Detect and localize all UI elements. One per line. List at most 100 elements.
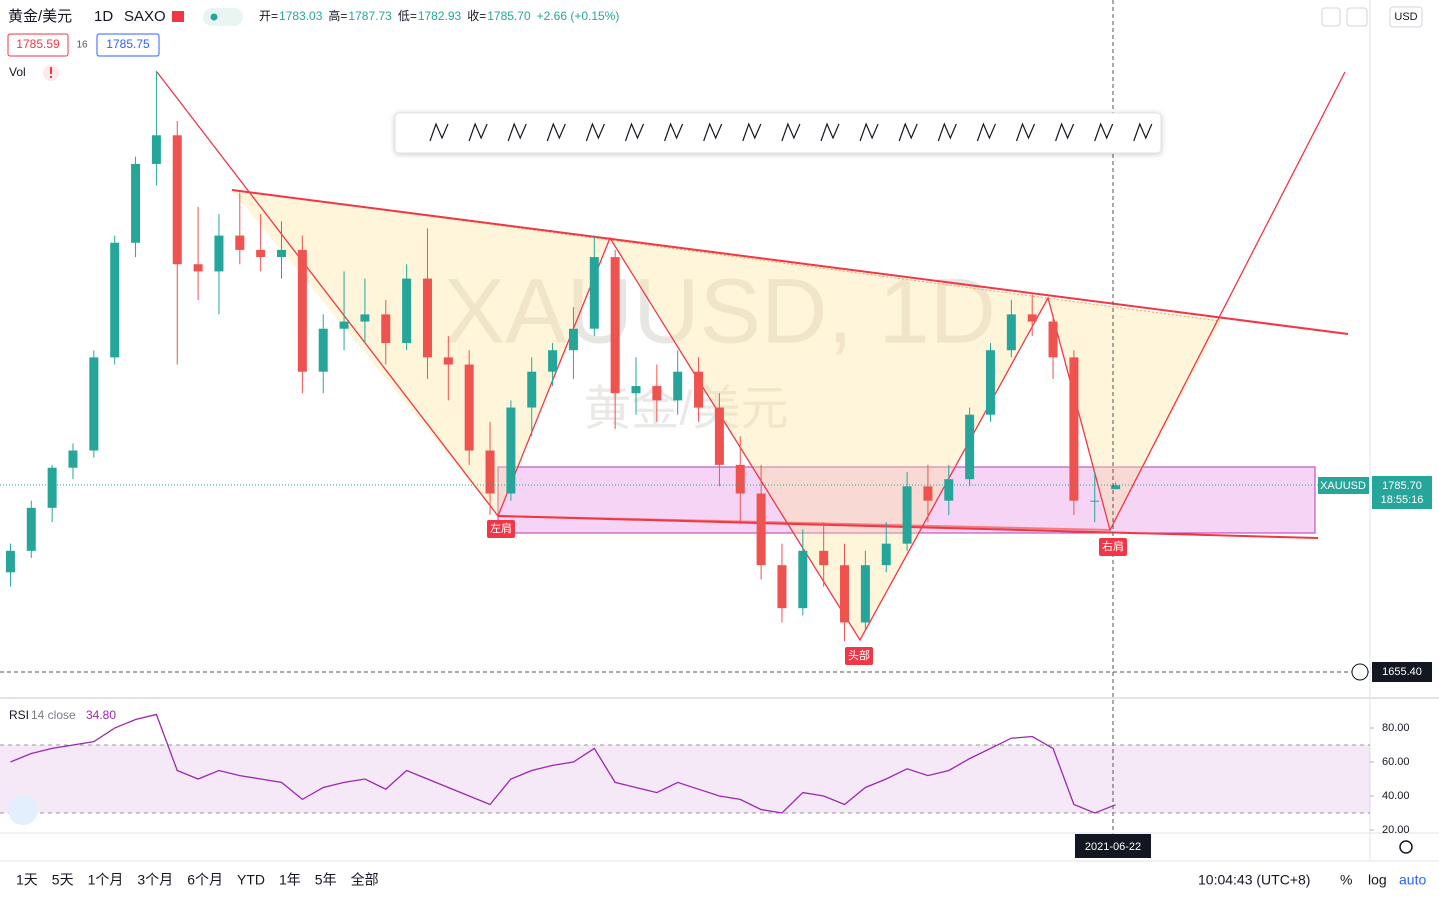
candle-body	[464, 364, 474, 451]
pattern-label: 头部	[848, 648, 870, 662]
range-button[interactable]: 1个月	[88, 872, 124, 888]
tool-icon[interactable]	[468, 122, 488, 142]
candle-body	[548, 350, 558, 372]
crosshair-date-tag	[1075, 834, 1151, 858]
tool-icon[interactable]	[898, 122, 918, 142]
tool-icon[interactable]	[976, 122, 996, 142]
flag-icon[interactable]	[172, 11, 184, 22]
rsi-last: 34.80	[86, 708, 116, 722]
tool-icon[interactable]	[507, 122, 527, 142]
ohlc-value: 1783.03	[279, 9, 323, 23]
pattern-label: 右肩	[1102, 539, 1124, 553]
candle-body	[694, 371, 704, 408]
log-toggle[interactable]: log	[1368, 872, 1387, 888]
candle-body	[68, 450, 78, 468]
pattern-fill	[610, 238, 1048, 640]
tool-icon[interactable]	[781, 122, 801, 142]
tool-icon[interactable]	[703, 122, 723, 142]
rsi-params: 14 close	[31, 708, 76, 722]
last-price: 1785.70	[1382, 480, 1422, 492]
candle-body	[5, 550, 15, 573]
candle-body	[256, 249, 266, 258]
range-button[interactable]: 1天	[16, 872, 38, 888]
ohlc-label: 低=	[398, 9, 417, 23]
candle-body	[840, 565, 850, 623]
candle-body	[965, 414, 975, 480]
candle-body	[151, 135, 161, 164]
candle-body	[923, 486, 933, 501]
candle-body	[589, 257, 599, 329]
candle-body	[777, 565, 787, 609]
tool-icon[interactable]	[742, 122, 762, 142]
candle-body	[527, 371, 537, 408]
tool-icon[interactable]	[624, 122, 645, 142]
tool-icon[interactable]	[1055, 122, 1075, 142]
tool-icon[interactable]	[859, 122, 879, 142]
candle-body	[89, 357, 99, 451]
candle-body	[1111, 485, 1121, 490]
percent-toggle[interactable]: %	[1340, 872, 1352, 888]
tool-icon[interactable]	[546, 122, 566, 142]
download-button[interactable]	[1321, 7, 1341, 27]
candles	[5, 70, 1121, 642]
candle-body	[610, 257, 620, 394]
candle-body	[214, 235, 224, 272]
bottom-bar: 1天 5天 1个月 3个月 6个月 YTD 1年 5年 全部 10:04:43 (UTC+8)% l…	[16, 872, 1426, 888]
range-button[interactable]: 5天	[52, 872, 74, 888]
range-button[interactable]: 全部	[351, 872, 379, 888]
rsi-tick-label: 60.00	[1382, 756, 1410, 768]
clock: 10:04:43 (UTC+8)	[1198, 872, 1310, 888]
candle-body	[277, 249, 287, 258]
candle-body	[360, 314, 370, 322]
auto-toggle[interactable]: auto	[1399, 872, 1426, 888]
add-alert-button[interactable]	[1351, 663, 1369, 681]
countdown: 18:55:16	[1381, 494, 1424, 506]
rsi-tick-label: 80.00	[1382, 722, 1410, 734]
tool-icon[interactable]	[585, 122, 605, 142]
candle-body	[714, 407, 724, 465]
tool-icon[interactable]	[664, 122, 684, 142]
ohlc-value: 1787.73	[348, 9, 392, 23]
crosshair-date: 2021-06-22	[1085, 841, 1141, 853]
rsi-line	[10, 713, 1116, 814]
candle-body	[1027, 314, 1037, 322]
ohlc-legend: 开= 1783.03 高= 1787.73 低= 1782.93 收= 1785.70 +2.6…	[259, 8, 619, 23]
neckline	[231, 189, 1349, 335]
candle-body	[131, 163, 141, 243]
candle-body	[1090, 500, 1100, 502]
tool-icon[interactable]	[429, 122, 449, 142]
range-button[interactable]: YTD	[237, 872, 265, 888]
tool-icon[interactable]	[1133, 122, 1153, 142]
symbol: 黄金/美元	[8, 8, 72, 25]
range-button[interactable]: 6个月	[187, 872, 223, 888]
candle-body	[422, 278, 432, 358]
candle-body	[110, 242, 120, 358]
status-dot	[210, 13, 218, 21]
fullscreen-button[interactable]	[1346, 7, 1368, 27]
ask-box[interactable]	[96, 33, 160, 57]
warning-glyph	[50, 67, 52, 74]
rsi-tick-label: 20.00	[1382, 824, 1410, 836]
tool-icon[interactable]	[820, 122, 840, 142]
symbol-tag	[1318, 477, 1369, 494]
candle-body	[339, 321, 349, 329]
crosshair-price: 1655.40	[1382, 666, 1422, 678]
tool-icon[interactable]	[1094, 122, 1114, 142]
status-pill[interactable]	[203, 8, 243, 26]
tool-icon[interactable]	[1015, 122, 1036, 142]
settings-button[interactable]	[1399, 840, 1413, 854]
candle-body	[485, 450, 495, 494]
logo-button[interactable]	[8, 795, 38, 825]
candle-body	[631, 386, 641, 394]
currency-button[interactable]	[1389, 6, 1423, 28]
bid-box[interactable]	[7, 33, 69, 57]
range-button[interactable]: 5年	[315, 872, 337, 888]
candle-body	[1006, 314, 1016, 351]
candle-body	[860, 565, 870, 623]
range-button[interactable]: 1年	[279, 872, 301, 888]
candle-body	[443, 357, 453, 365]
crosshair-price-tag	[1372, 662, 1432, 682]
range-button[interactable]: 3个月	[137, 872, 173, 888]
tool-icon[interactable]	[937, 122, 957, 142]
